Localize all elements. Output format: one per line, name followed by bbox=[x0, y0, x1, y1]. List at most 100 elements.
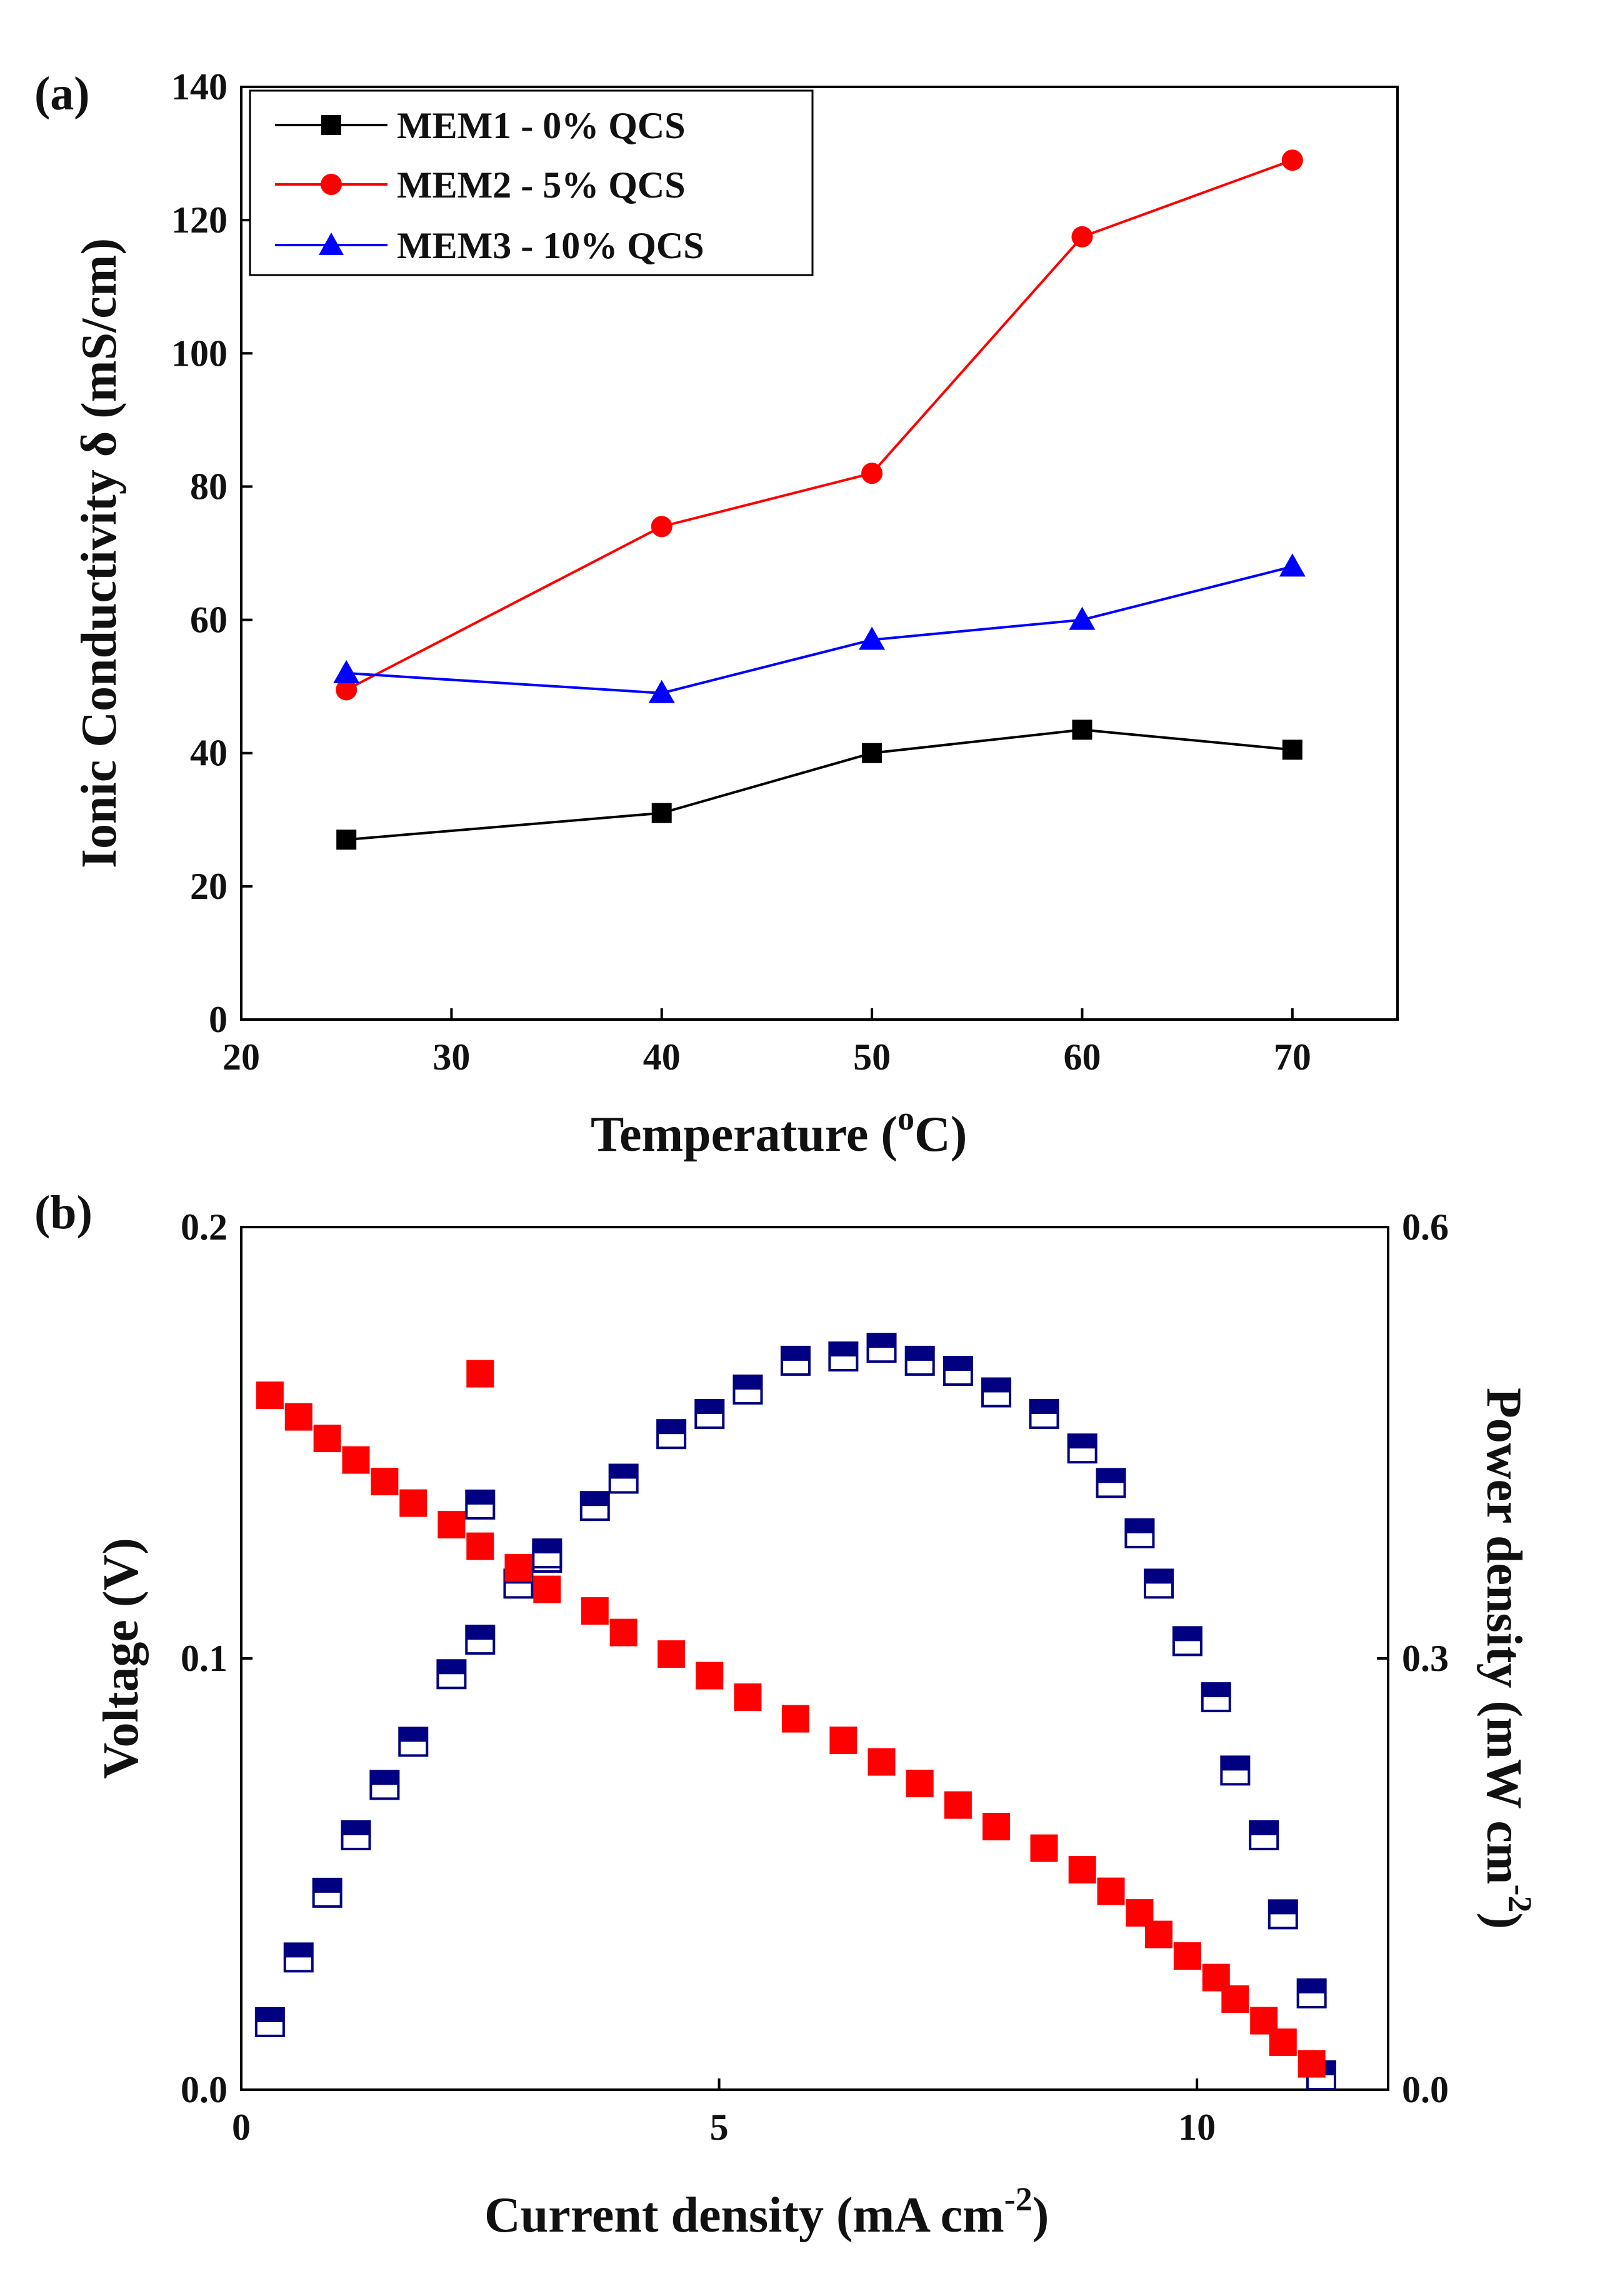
panel-a-y-ticks: 0 20 40 60 80 100 120 140 bbox=[171, 66, 252, 1040]
power-density-point bbox=[1172, 1626, 1202, 1657]
panel-b-series bbox=[254, 1333, 1336, 2090]
power-density-point bbox=[866, 1333, 897, 1363]
voltage-point bbox=[829, 1727, 858, 1755]
panel-b-y2-ticks: 0.0 0.3 0.6 bbox=[1377, 1206, 1449, 2110]
marker-fill bbox=[466, 1490, 494, 1505]
voltage-point bbox=[284, 1403, 312, 1431]
power-density-point bbox=[1220, 1755, 1251, 1786]
y2-tick-label: 0.0 bbox=[1402, 2069, 1449, 2110]
voltage-point bbox=[342, 1446, 370, 1474]
marker-fill bbox=[256, 2008, 284, 2022]
voltage-point bbox=[313, 1425, 341, 1453]
power-density-point bbox=[465, 1625, 496, 1655]
voltage-point bbox=[399, 1489, 428, 1517]
data-point bbox=[859, 626, 886, 650]
marker-fill bbox=[313, 1878, 341, 1893]
power-density-point bbox=[656, 1419, 687, 1450]
marker-fill bbox=[696, 1400, 724, 1414]
marker-fill bbox=[533, 1540, 561, 1554]
marker-fill bbox=[609, 1465, 638, 1479]
power-density-point bbox=[1124, 1518, 1155, 1548]
power-density-point bbox=[1268, 1899, 1298, 1930]
voltage-point bbox=[1269, 2028, 1297, 2057]
power-density-point bbox=[1029, 1399, 1059, 1429]
voltage-point bbox=[438, 1511, 466, 1539]
data-point bbox=[1279, 553, 1306, 577]
voltage-point bbox=[781, 1705, 809, 1733]
data-point bbox=[336, 679, 358, 701]
panel-b-label: (b) bbox=[34, 1186, 92, 1239]
panel-a-x-axis-title: Temperature (oC) bbox=[591, 1100, 967, 1162]
y2-tick-label: 0.6 bbox=[1402, 1206, 1449, 1248]
data-point bbox=[336, 830, 357, 850]
y-tick-label: 0.1 bbox=[181, 1638, 228, 1679]
marker-fill bbox=[399, 1728, 428, 1742]
panel-b: (b) 0.0 0.1 0.2 0.0 0.3 0.6 0 5 10 Current den… bbox=[34, 1186, 1539, 2243]
power-density-point bbox=[780, 1345, 811, 1376]
power-density-point bbox=[694, 1399, 725, 1429]
voltage-point bbox=[256, 1381, 284, 1410]
series-line-1 bbox=[346, 728, 1293, 841]
x-tick-label: 60 bbox=[1063, 1036, 1101, 1078]
data-point bbox=[651, 516, 672, 538]
panel-a-x-ticks: 20 30 40 50 60 70 bbox=[222, 1008, 1311, 1078]
voltage-point bbox=[466, 1532, 494, 1560]
marker-fill bbox=[1298, 1979, 1326, 1993]
voltage-point bbox=[1097, 1877, 1125, 1905]
panel-a-y-axis-title: Ionic Conductivity δ (mS/cm) bbox=[72, 238, 127, 868]
panel-a-legend: MEM1 - 0% QCS MEM2 - 5% QCS MEM3 - 10% Q… bbox=[249, 89, 814, 276]
power-density-point bbox=[254, 2007, 285, 2037]
voltage-point bbox=[906, 1770, 934, 1798]
power-density-point bbox=[1096, 1468, 1126, 1498]
legend-marker-mem2 bbox=[321, 174, 342, 195]
voltage-point bbox=[504, 1554, 532, 1582]
power-density-point bbox=[436, 1659, 467, 1690]
data-point bbox=[1282, 739, 1302, 760]
marker-fill bbox=[781, 1346, 809, 1361]
marker-fill bbox=[1221, 1757, 1249, 1771]
power-density-point bbox=[1144, 1568, 1174, 1599]
x-tick-label: 0 bbox=[232, 2107, 251, 2148]
voltage-point bbox=[944, 1791, 972, 1819]
legend-label-mem3: MEM3 - 10% QCS bbox=[397, 225, 704, 266]
x-tick-label: 50 bbox=[853, 1036, 891, 1078]
marker-fill bbox=[1269, 1900, 1297, 1915]
voltage-point bbox=[1173, 1942, 1201, 1970]
marker-fill bbox=[868, 1334, 896, 1348]
x-tick-label: 5 bbox=[710, 2107, 729, 2148]
y-tick-label: 80 bbox=[190, 466, 228, 507]
voltage-point bbox=[1030, 1834, 1058, 1862]
voltage-point bbox=[868, 1748, 896, 1776]
marker-fill bbox=[1097, 1469, 1125, 1483]
data-point bbox=[648, 679, 675, 703]
y-tick-label: 0.0 bbox=[181, 2069, 228, 2110]
marker-fill bbox=[944, 1357, 972, 1371]
marker-fill bbox=[982, 1378, 1011, 1393]
data-point bbox=[651, 803, 672, 823]
legend-label-mem1: MEM1 - 0% QCS bbox=[397, 105, 686, 146]
voltage-point bbox=[1221, 1985, 1249, 2013]
marker-fill bbox=[466, 1626, 494, 1640]
marker-fill bbox=[658, 1420, 686, 1435]
marker-fill bbox=[829, 1343, 858, 1356]
marker-fill bbox=[1173, 1627, 1201, 1642]
voltage-point bbox=[581, 1597, 609, 1625]
x-tick-label: 40 bbox=[643, 1036, 681, 1078]
voltage-point bbox=[1068, 1856, 1096, 1884]
power-density-point bbox=[532, 1538, 562, 1569]
data-point bbox=[1071, 226, 1093, 248]
legend-marker-mem3 bbox=[319, 233, 344, 255]
voltage-point bbox=[466, 1360, 494, 1388]
y-tick-label: 60 bbox=[190, 599, 228, 641]
y-tick-label: 100 bbox=[171, 333, 228, 374]
power-density-point bbox=[341, 1820, 371, 1850]
marker-fill bbox=[734, 1375, 762, 1390]
legend-marker-mem1 bbox=[321, 115, 341, 135]
data-point bbox=[862, 743, 882, 763]
voltage-point bbox=[371, 1468, 399, 1496]
panel-b-x-axis-title: Current density (mA cm-2) bbox=[484, 2180, 1049, 2243]
marker-fill bbox=[284, 1943, 312, 1958]
marker-fill bbox=[1145, 1570, 1172, 1584]
marker-fill bbox=[581, 1492, 609, 1506]
